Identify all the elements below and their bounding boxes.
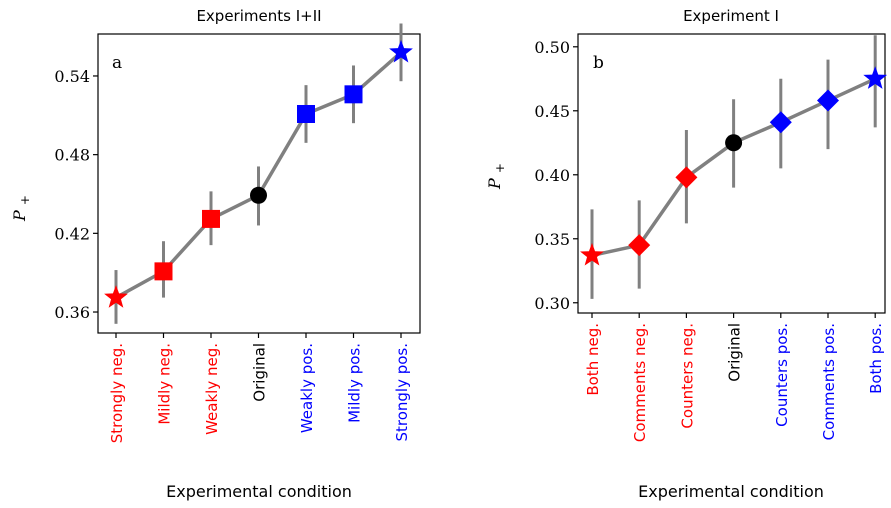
- xtick-label-b-2: Counters neg.: [678, 323, 696, 429]
- ylabel-a-subscript: +: [18, 195, 32, 205]
- xtick-label-b-6: Both pos.: [867, 323, 885, 394]
- ylabel-b: P +: [485, 163, 507, 190]
- xtick-label-b-1: Comments neg.: [631, 323, 649, 442]
- marker-b-0: [580, 242, 604, 266]
- marker-a-5: [344, 85, 363, 104]
- plot-frame-b: [577, 33, 886, 314]
- xtick-label-a-1: Mildly neg.: [156, 343, 174, 425]
- marker-b-1: [628, 234, 651, 257]
- ylabel-a-text: P: [10, 210, 29, 222]
- marker-b-4: [769, 111, 792, 134]
- xtick-label-b-0: Both neg.: [584, 323, 602, 396]
- marker-b-5: [817, 89, 839, 112]
- panel-a: Experiments I+II 0.36 0.42 0.48 0.54 Strongl…: [10, 7, 421, 501]
- ytick-label-a-0: 0.36: [54, 303, 90, 322]
- ytick-label-b-0: 0.30: [534, 294, 570, 313]
- marker-a-0: [104, 285, 128, 308]
- xtick-label-b-5: Comments pos.: [820, 323, 838, 440]
- ylabel-b-text: P: [485, 178, 504, 190]
- ytick-label-b-3: 0.45: [534, 102, 570, 121]
- xtick-label-a-4: Weakly pos.: [298, 343, 316, 433]
- xtick-label-a-2: Weakly neg.: [203, 343, 221, 435]
- xtick-label-a-6: Strongly pos.: [393, 343, 411, 442]
- xtick-label-a-3: Original: [251, 343, 269, 402]
- xlabel-a: Experimental condition: [166, 482, 352, 501]
- marker-b-2: [675, 166, 698, 189]
- ylabel-a: P +: [10, 195, 32, 222]
- xtick-label-a-0: Strongly neg.: [108, 343, 126, 443]
- ylabel-b-subscript: +: [493, 163, 507, 173]
- ytick-label-b-2: 0.40: [534, 166, 570, 185]
- xlabel-b: Experimental condition: [638, 482, 824, 501]
- title-b: Experiment I: [683, 7, 779, 25]
- panel-b: Experiment I 0.30 0.35 0.40 0.45 0.50 Both ne…: [485, 7, 888, 501]
- marker-b-3: [725, 134, 743, 152]
- xtick-label-b-4: Counters pos.: [773, 323, 791, 427]
- ytick-label-a-1: 0.42: [54, 224, 90, 243]
- marker-a-4: [297, 104, 315, 123]
- ytick-label-b-4: 0.50: [534, 38, 570, 57]
- marker-a-6: [389, 39, 413, 63]
- marker-b-6: [863, 66, 888, 89]
- xtick-label-b-3: Original: [726, 323, 744, 382]
- xtick-label-a-5: Mildly pos.: [346, 343, 364, 423]
- marker-a-1: [154, 262, 173, 281]
- ytick-label-b-1: 0.35: [534, 230, 570, 249]
- marker-a-3: [250, 186, 267, 204]
- marker-a-2: [202, 209, 220, 228]
- ytick-label-a-2: 0.48: [54, 146, 90, 165]
- title-a: Experiments I+II: [196, 7, 321, 25]
- ytick-label-a-3: 0.54: [54, 67, 90, 86]
- panel-label-b: b: [593, 53, 604, 73]
- panel-label-a: a: [112, 53, 122, 73]
